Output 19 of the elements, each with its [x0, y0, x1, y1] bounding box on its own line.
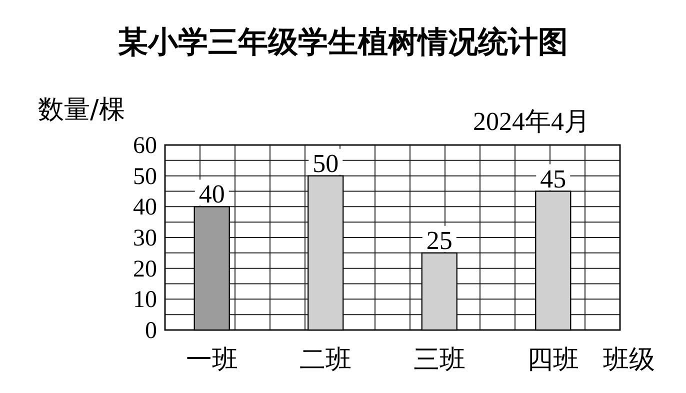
data-label: 25: [426, 226, 452, 255]
text: 2024年4月: [473, 107, 590, 136]
y-tick-label: 0: [145, 318, 157, 344]
y-tick-label: 20: [133, 256, 157, 282]
chart-title: 某小学三年级学生植树情况统计图: [118, 25, 568, 60]
x-tick-label: 一班: [186, 345, 238, 375]
y-tick-label: 30: [133, 226, 157, 252]
y-tick-label: 10: [133, 287, 157, 314]
y-tick-label: 60: [133, 133, 157, 159]
data-label: 45: [540, 164, 566, 194]
x-tick-label: 四班: [527, 345, 580, 375]
data-label: 40: [198, 180, 225, 209]
y-tick-label: 50: [133, 164, 157, 190]
data-label: 50: [312, 148, 339, 178]
y-axis-title: 数量/棵: [38, 95, 125, 125]
x-tick-label: 三班: [413, 345, 466, 375]
x-axis-title: 班级: [603, 345, 655, 375]
x-tick-label: 二班: [300, 345, 352, 375]
y-tick-label: 40: [133, 194, 157, 221]
